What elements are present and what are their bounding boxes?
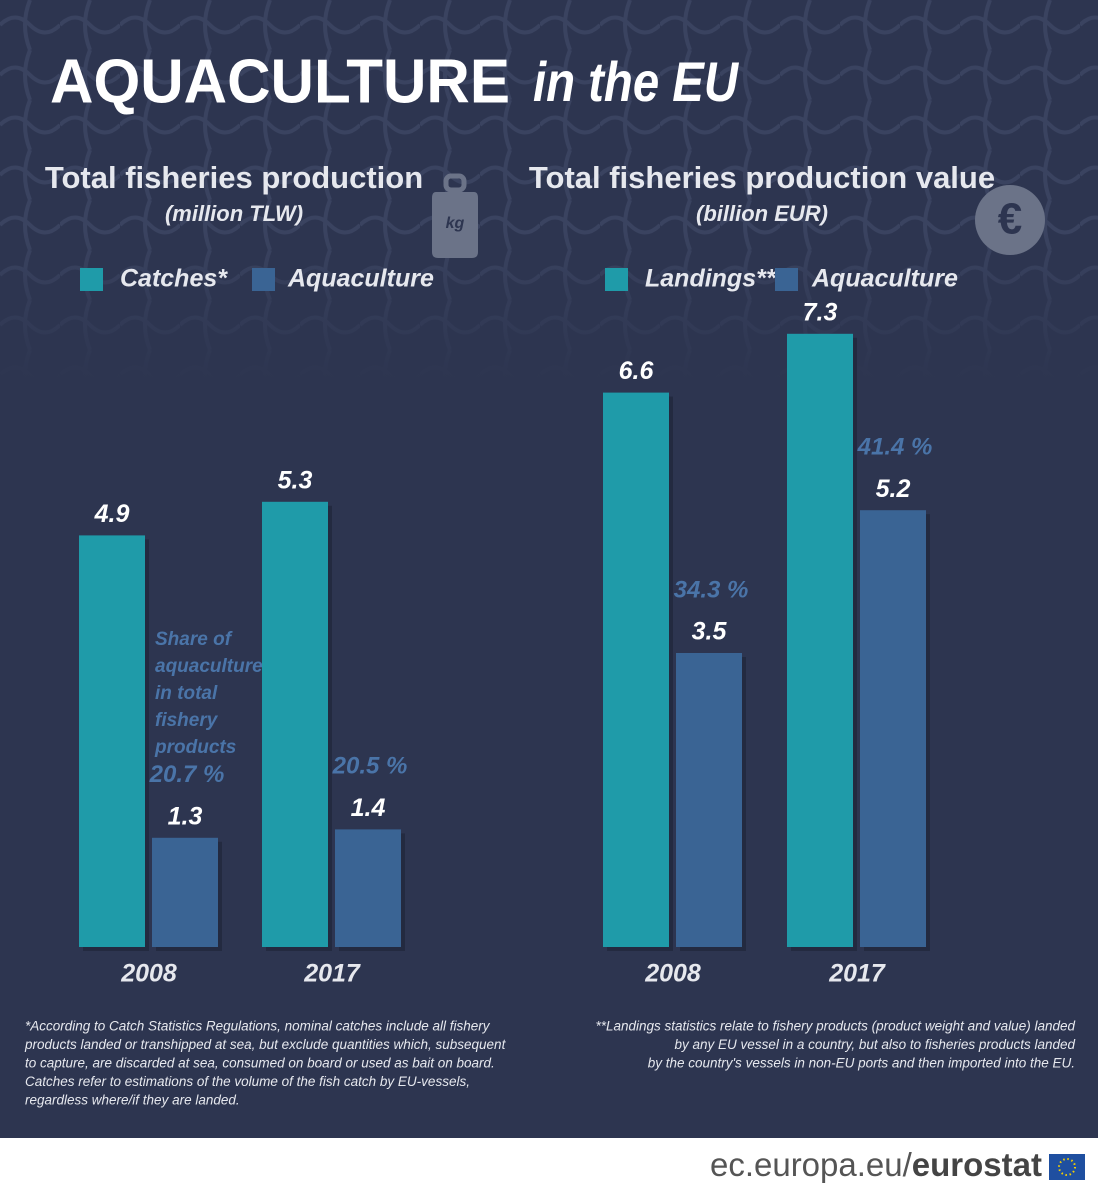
x-tick-label: 2008 bbox=[120, 960, 177, 988]
legend-swatch bbox=[775, 268, 798, 291]
site: ec.europa.eu/ bbox=[710, 1146, 913, 1183]
share-note: in total bbox=[155, 683, 218, 704]
chart-subtitle: (million TLW) bbox=[165, 201, 303, 226]
bar bbox=[262, 501, 328, 947]
value-label: 3.5 bbox=[692, 618, 728, 646]
value-label: 5.2 bbox=[876, 475, 911, 503]
value-label: 1.3 bbox=[168, 802, 203, 830]
share-note: Share of bbox=[155, 629, 233, 650]
bar bbox=[152, 837, 218, 947]
share-label: 41.4 % bbox=[857, 434, 933, 461]
bar bbox=[79, 535, 145, 947]
legend-swatch bbox=[605, 268, 628, 291]
chart-title: Total fisheries production value bbox=[529, 160, 995, 195]
footnote: by the country's vessels in non-EU ports… bbox=[648, 1056, 1075, 1071]
footnote: regardless where/if they are landed. bbox=[25, 1093, 240, 1108]
legend-label: Landings** bbox=[645, 265, 777, 293]
icon-label: kg bbox=[446, 215, 465, 232]
value-label: 6.6 bbox=[619, 357, 655, 385]
share-note: products bbox=[154, 737, 236, 758]
value-label: 5.3 bbox=[278, 466, 313, 494]
share-label: 20.7 % bbox=[149, 761, 225, 788]
footnote: products landed or transhipped at sea, b… bbox=[24, 1037, 507, 1052]
main-title: AQUACULTURE bbox=[50, 47, 510, 116]
value-label: 4.9 bbox=[94, 500, 130, 528]
legend-label: Aquaculture bbox=[811, 265, 958, 293]
bar bbox=[603, 392, 669, 948]
footnote: **Landings statistics relate to fishery … bbox=[595, 1019, 1075, 1034]
brand: eurostat bbox=[912, 1146, 1042, 1183]
share-note: aquaculture bbox=[155, 656, 263, 677]
share-label: 34.3 % bbox=[674, 576, 749, 603]
value-label: 7.3 bbox=[803, 298, 838, 326]
footer-source: ec.europa.eu/eurostat bbox=[710, 1146, 1042, 1183]
chart-title: Total fisheries production bbox=[45, 160, 423, 195]
euro-icon: € bbox=[975, 185, 1045, 255]
bar bbox=[787, 333, 853, 947]
x-tick-label: 2008 bbox=[644, 960, 701, 988]
kg-icon: kg bbox=[432, 173, 478, 258]
chart-subtitle: (billion EUR) bbox=[696, 201, 828, 226]
legend-label: Aquaculture bbox=[287, 265, 434, 293]
footer-band bbox=[0, 1138, 1098, 1200]
eu-flag bbox=[1049, 1154, 1085, 1180]
footnote: by any EU vessel in a country, but also … bbox=[675, 1037, 1076, 1052]
footnote: Catches refer to estimations of the volu… bbox=[25, 1074, 470, 1089]
footnote: *According to Catch Statistics Regulatio… bbox=[25, 1019, 491, 1034]
bar bbox=[335, 829, 401, 947]
icon-label: € bbox=[998, 195, 1022, 244]
value-label: 1.4 bbox=[351, 794, 386, 822]
bar bbox=[860, 510, 926, 947]
bar bbox=[676, 653, 742, 947]
share-note: fishery bbox=[155, 710, 219, 731]
legend-swatch bbox=[80, 268, 103, 291]
main-subtitle: in the EU bbox=[533, 50, 739, 113]
legend-label: Catches* bbox=[120, 265, 228, 293]
footnote: to capture, are discarded at sea, consum… bbox=[25, 1056, 495, 1071]
fade bbox=[0, 230, 1098, 380]
x-tick-label: 2017 bbox=[828, 960, 886, 988]
share-label: 20.5 % bbox=[332, 753, 408, 780]
x-tick-label: 2017 bbox=[303, 960, 361, 988]
legend-swatch bbox=[252, 268, 275, 291]
